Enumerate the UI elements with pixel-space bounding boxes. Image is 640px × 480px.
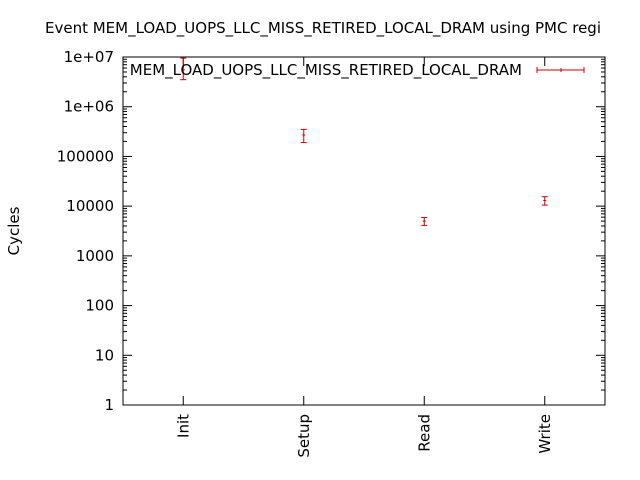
data-point xyxy=(300,128,307,144)
data-point xyxy=(541,196,548,206)
legend-label: MEM_LOAD_UOPS_LLC_MISS_RETIRED_LOCAL_DRA… xyxy=(130,61,522,80)
y-tick-label: 10000 xyxy=(66,197,114,215)
legend-swatch xyxy=(536,67,585,73)
x-ticks: Init Setup Read Write xyxy=(174,57,554,458)
plot-frame xyxy=(122,56,606,406)
chart-title: Event MEM_LOAD_UOPS_LLC_MISS_RETIRED_LOC… xyxy=(45,19,601,38)
y-tick-label: 100000 xyxy=(57,147,114,165)
y-tick-label: 1 xyxy=(104,396,114,414)
y-tick-label: 10 xyxy=(95,346,114,364)
series-layer xyxy=(180,57,548,226)
data-point xyxy=(421,217,428,226)
legend: MEM_LOAD_UOPS_LLC_MISS_RETIRED_LOCAL_DRA… xyxy=(130,61,585,80)
data-point xyxy=(180,57,187,81)
x-tick-label: Write xyxy=(536,414,554,454)
y-ticks: 1 10 100 1000 10000 100000 1e+06 1e+07 xyxy=(57,48,605,414)
y-tick-label: 100 xyxy=(85,297,114,315)
y-tick-label: 1e+06 xyxy=(64,98,114,116)
y-axis-label: Cycles xyxy=(5,206,23,255)
y-tick-label: 1000 xyxy=(76,247,114,265)
x-tick-label: Setup xyxy=(295,414,313,458)
y-tick-label: 1e+07 xyxy=(64,48,114,66)
x-tick-label: Read xyxy=(415,414,433,452)
x-tick-label: Init xyxy=(174,414,192,438)
